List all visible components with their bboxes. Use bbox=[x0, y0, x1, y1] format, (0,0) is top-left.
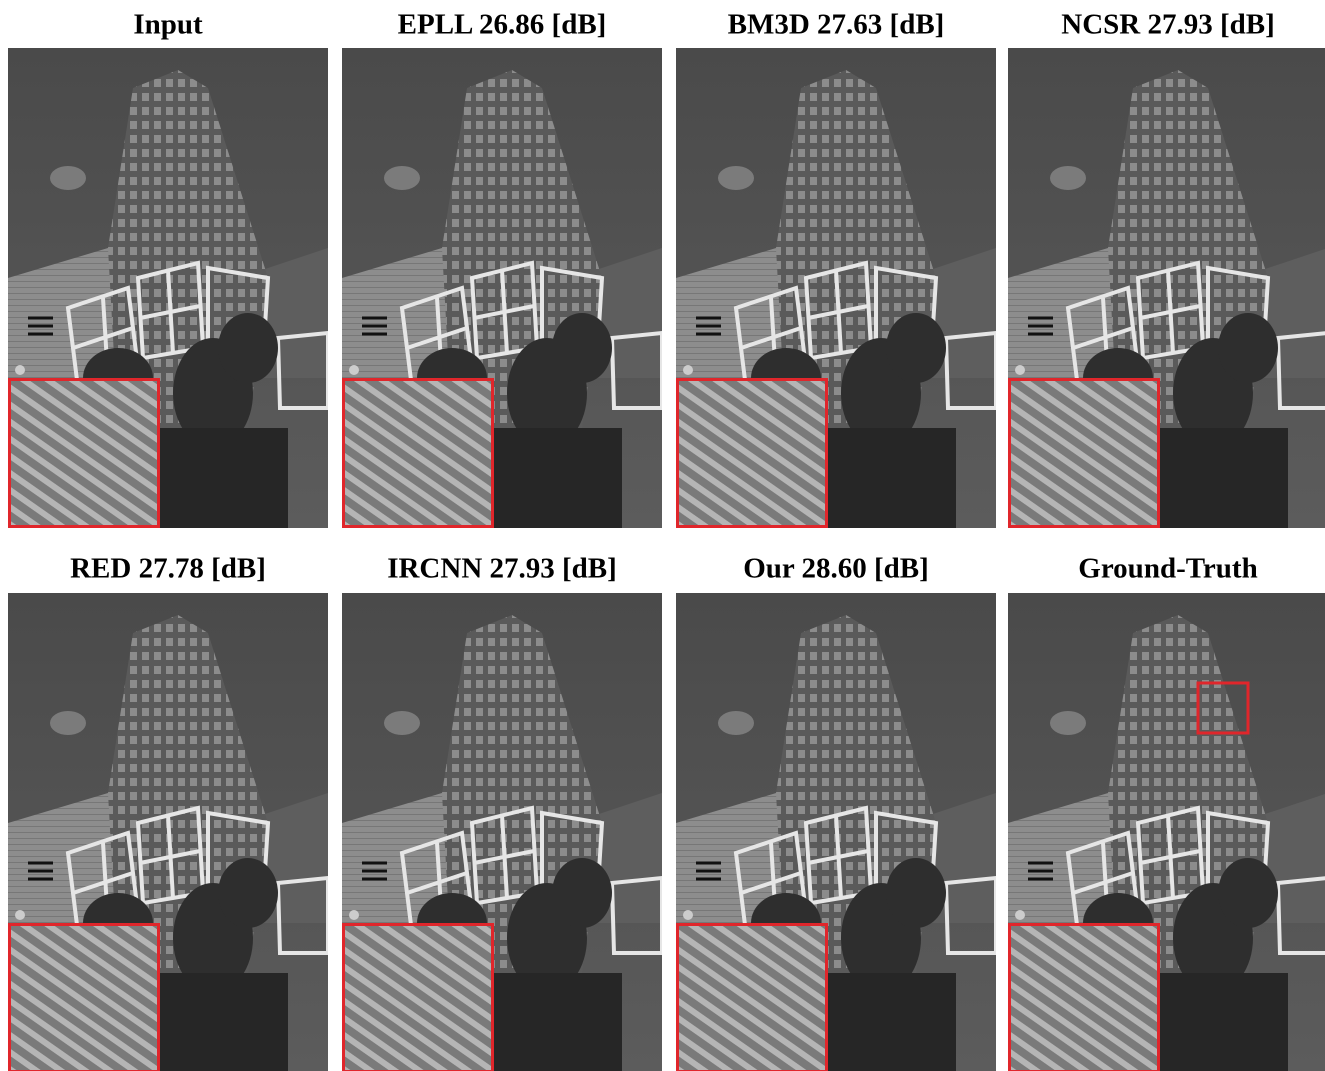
panel: RED 27.78 [dB] bbox=[8, 553, 328, 1071]
panel: Ground-Truth bbox=[1008, 553, 1325, 1071]
panel: EPLL 26.86 [dB] bbox=[342, 9, 662, 528]
panel-title: EPLL 26.86 [dB] bbox=[398, 9, 607, 41]
panel-title: NCSR 27.93 [dB] bbox=[1061, 9, 1275, 41]
panel-title: Input bbox=[133, 9, 203, 41]
panel-image bbox=[342, 48, 662, 528]
panel-title: BM3D 27.63 [dB] bbox=[728, 9, 945, 41]
panel: BM3D 27.63 [dB] bbox=[676, 9, 996, 528]
panel-title: IRCNN 27.93 [dB] bbox=[387, 553, 617, 585]
panel-image bbox=[1008, 593, 1325, 1071]
panel-image bbox=[8, 593, 328, 1071]
panel-image bbox=[342, 593, 662, 1071]
panel-title: Ground-Truth bbox=[1078, 553, 1257, 585]
panel-title: RED 27.78 [dB] bbox=[70, 553, 266, 585]
panel: NCSR 27.93 [dB] bbox=[1008, 9, 1325, 528]
panel: IRCNN 27.93 [dB] bbox=[342, 553, 662, 1071]
panel: Input bbox=[8, 9, 328, 528]
panel-image bbox=[1008, 48, 1325, 528]
panel: Our 28.60 [dB] bbox=[676, 553, 996, 1071]
panel-image bbox=[676, 48, 996, 528]
panel-title: Our 28.60 [dB] bbox=[743, 553, 929, 585]
panel-image bbox=[8, 48, 328, 528]
panel-image bbox=[676, 593, 996, 1071]
figure: Input EPLL 26.86 [dB] BM3D 27.63 [dB] NCSR … bbox=[0, 0, 1325, 1071]
